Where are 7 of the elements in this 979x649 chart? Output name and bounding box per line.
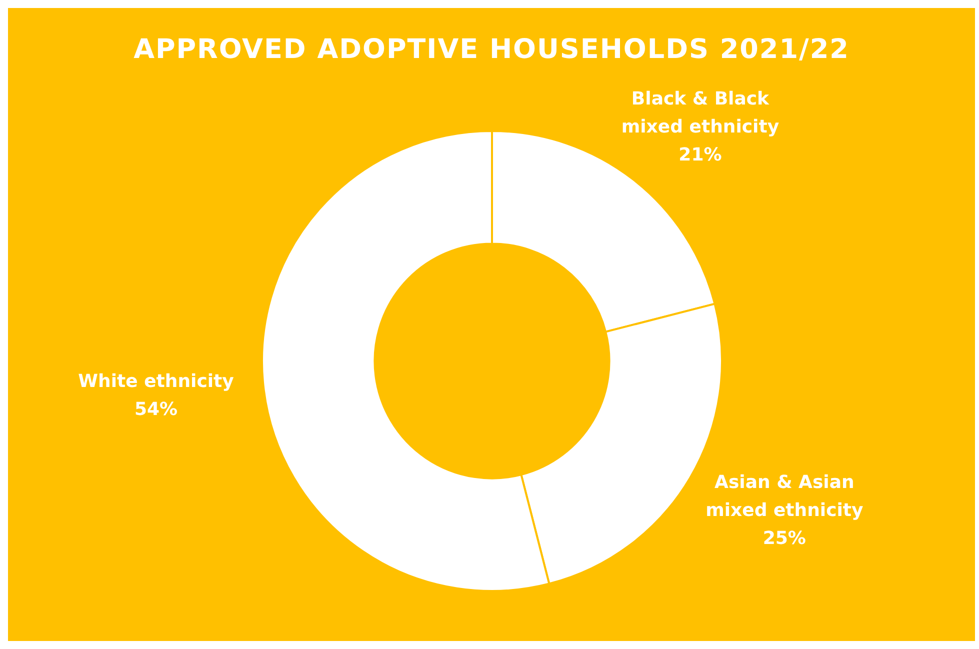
slice-label: Asian & Asian mixed ethnicity: [706, 472, 864, 521]
data-label: 21%: [678, 144, 722, 166]
chart-title: APPROVED ADOPTIVE HOUSEHOLDS 2021/22: [132, 34, 850, 65]
data-label: 54%: [134, 398, 178, 420]
slice-label: White ethnicity: [78, 370, 234, 392]
slice-label: Black & Black mixed ethnicity: [621, 88, 780, 138]
data-label: 25%: [762, 528, 806, 549]
